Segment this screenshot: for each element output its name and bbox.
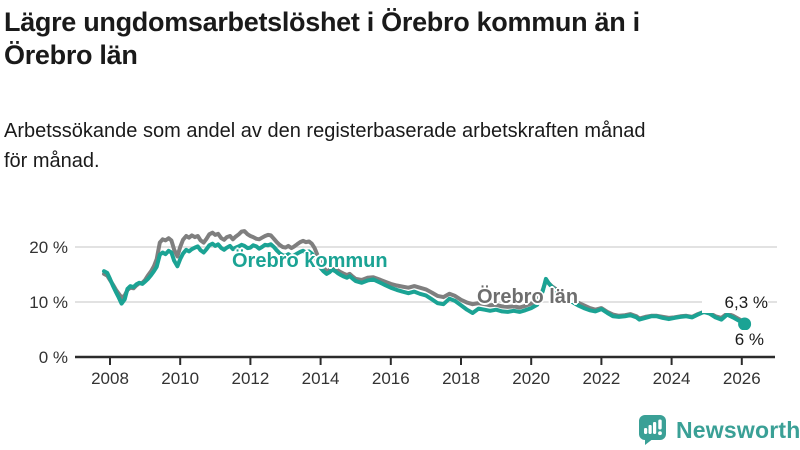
series-end-dot [738, 317, 752, 331]
x-tick-label: 2020 [512, 369, 550, 388]
x-tick-label: 2016 [372, 369, 410, 388]
newsworthy-wordmark: Newsworthy [676, 416, 800, 443]
subtitle-line-1: Arbetssökande som andel av den registerb… [4, 120, 646, 142]
x-tick-label: 2010 [161, 369, 199, 388]
end-value-label-lan: 6,3 % [702, 293, 768, 313]
series-label-lan: Örebro län [477, 286, 579, 308]
x-tick-label: 2008 [91, 369, 129, 388]
x-tick-label: 2018 [442, 369, 480, 388]
x-tick-label: 2014 [302, 369, 340, 388]
chart-subtitle: Arbetssökande som andel av den registerb… [4, 116, 796, 176]
y-tick-label: 0 % [39, 348, 68, 367]
x-tick-label: 2026 [723, 369, 761, 388]
newsworthy-icon [639, 415, 666, 445]
end-value-label-kommun: 6 % [702, 330, 764, 350]
newsworthy-logo[interactable]: Newsworthy [638, 414, 800, 446]
axes: 0 % 10 % 20 % 2008 2010 2012 2014 2016 2018 2020 2… [29, 238, 775, 388]
title-line-1: Lägre ungdomsarbetslöshet i Örebro kommu… [4, 7, 640, 37]
series-label-kommun: Örebro kommun [232, 250, 388, 272]
y-tick-label: 10 % [29, 293, 68, 312]
y-tick-label: 20 % [29, 238, 68, 257]
series-lines [102, 229, 752, 331]
x-tick-label: 2022 [582, 369, 620, 388]
page-title: Lägre ungdomsarbetslöshet i Örebro kommu… [4, 6, 796, 72]
subtitle-line-2: för månad. [4, 150, 100, 172]
series-line-kommun [102, 241, 747, 326]
series-line-lan [102, 229, 747, 325]
title-line-2: Örebro län [4, 40, 138, 70]
x-tick-label: 2024 [653, 369, 691, 388]
x-tick-label: 2012 [231, 369, 269, 388]
